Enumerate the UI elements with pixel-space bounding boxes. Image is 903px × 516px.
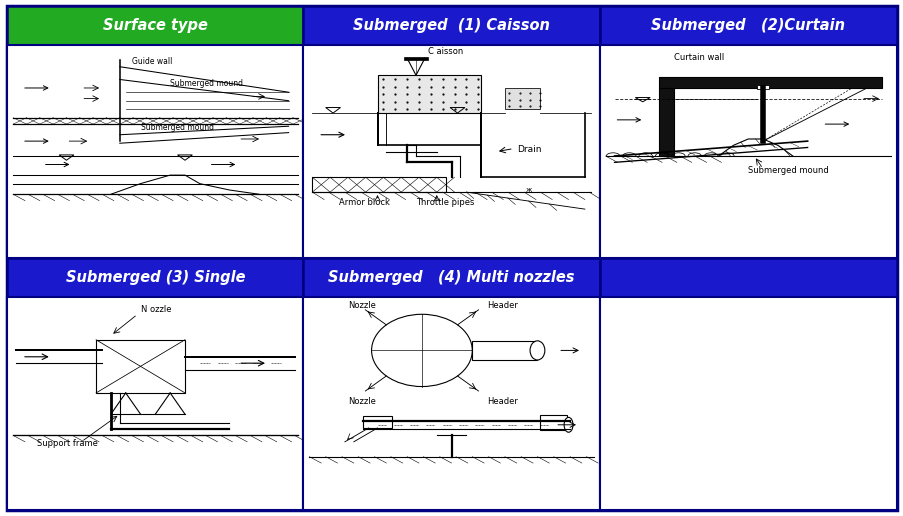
Text: Header: Header — [487, 301, 517, 310]
Text: Armor block: Armor block — [339, 198, 389, 207]
Bar — [599, 45, 896, 258]
Text: Nozzle: Nozzle — [348, 301, 376, 310]
Bar — [757, 85, 768, 89]
Bar — [471, 341, 537, 360]
Circle shape — [371, 314, 471, 386]
Bar — [599, 6, 896, 45]
Text: Submerged   (4) Multi nozzles: Submerged (4) Multi nozzles — [328, 270, 574, 285]
Bar — [404, 57, 427, 60]
Bar — [599, 258, 896, 297]
Ellipse shape — [563, 417, 573, 432]
Bar — [658, 77, 881, 88]
Text: Support frame: Support frame — [37, 439, 98, 448]
Bar — [303, 258, 599, 297]
Bar — [7, 258, 303, 297]
Text: Submerged (3) Single: Submerged (3) Single — [66, 270, 245, 285]
Text: Guide wall: Guide wall — [132, 57, 172, 66]
Text: Submerged  (1) Caisson: Submerged (1) Caisson — [353, 19, 549, 34]
Bar — [504, 88, 540, 109]
Bar — [7, 6, 303, 45]
Text: Throttle pipes: Throttle pipes — [415, 198, 474, 207]
Bar — [303, 297, 599, 510]
Bar — [96, 340, 185, 393]
Bar — [599, 297, 896, 510]
Bar — [658, 88, 674, 156]
Text: Submerged mound: Submerged mound — [140, 123, 213, 133]
Text: Submerged mound: Submerged mound — [748, 166, 828, 175]
Text: Submerged   (2)Curtain: Submerged (2)Curtain — [650, 19, 844, 34]
Text: C aisson: C aisson — [427, 47, 462, 56]
Bar — [303, 45, 599, 258]
Text: Header: Header — [487, 396, 517, 406]
Bar — [303, 6, 599, 45]
Bar — [362, 416, 392, 428]
Text: Drain: Drain — [517, 144, 541, 154]
Text: N ozzle: N ozzle — [140, 305, 171, 314]
Bar — [312, 177, 445, 192]
Text: ж: ж — [525, 187, 531, 193]
Bar — [7, 45, 303, 258]
Ellipse shape — [529, 341, 545, 360]
Bar — [7, 297, 303, 510]
Text: Surface type: Surface type — [103, 19, 208, 34]
Text: Submerged mound: Submerged mound — [170, 79, 243, 88]
Text: Curtain wall: Curtain wall — [674, 53, 723, 62]
Bar — [540, 415, 566, 430]
Text: Nozzle: Nozzle — [348, 396, 376, 406]
Bar — [377, 75, 480, 114]
